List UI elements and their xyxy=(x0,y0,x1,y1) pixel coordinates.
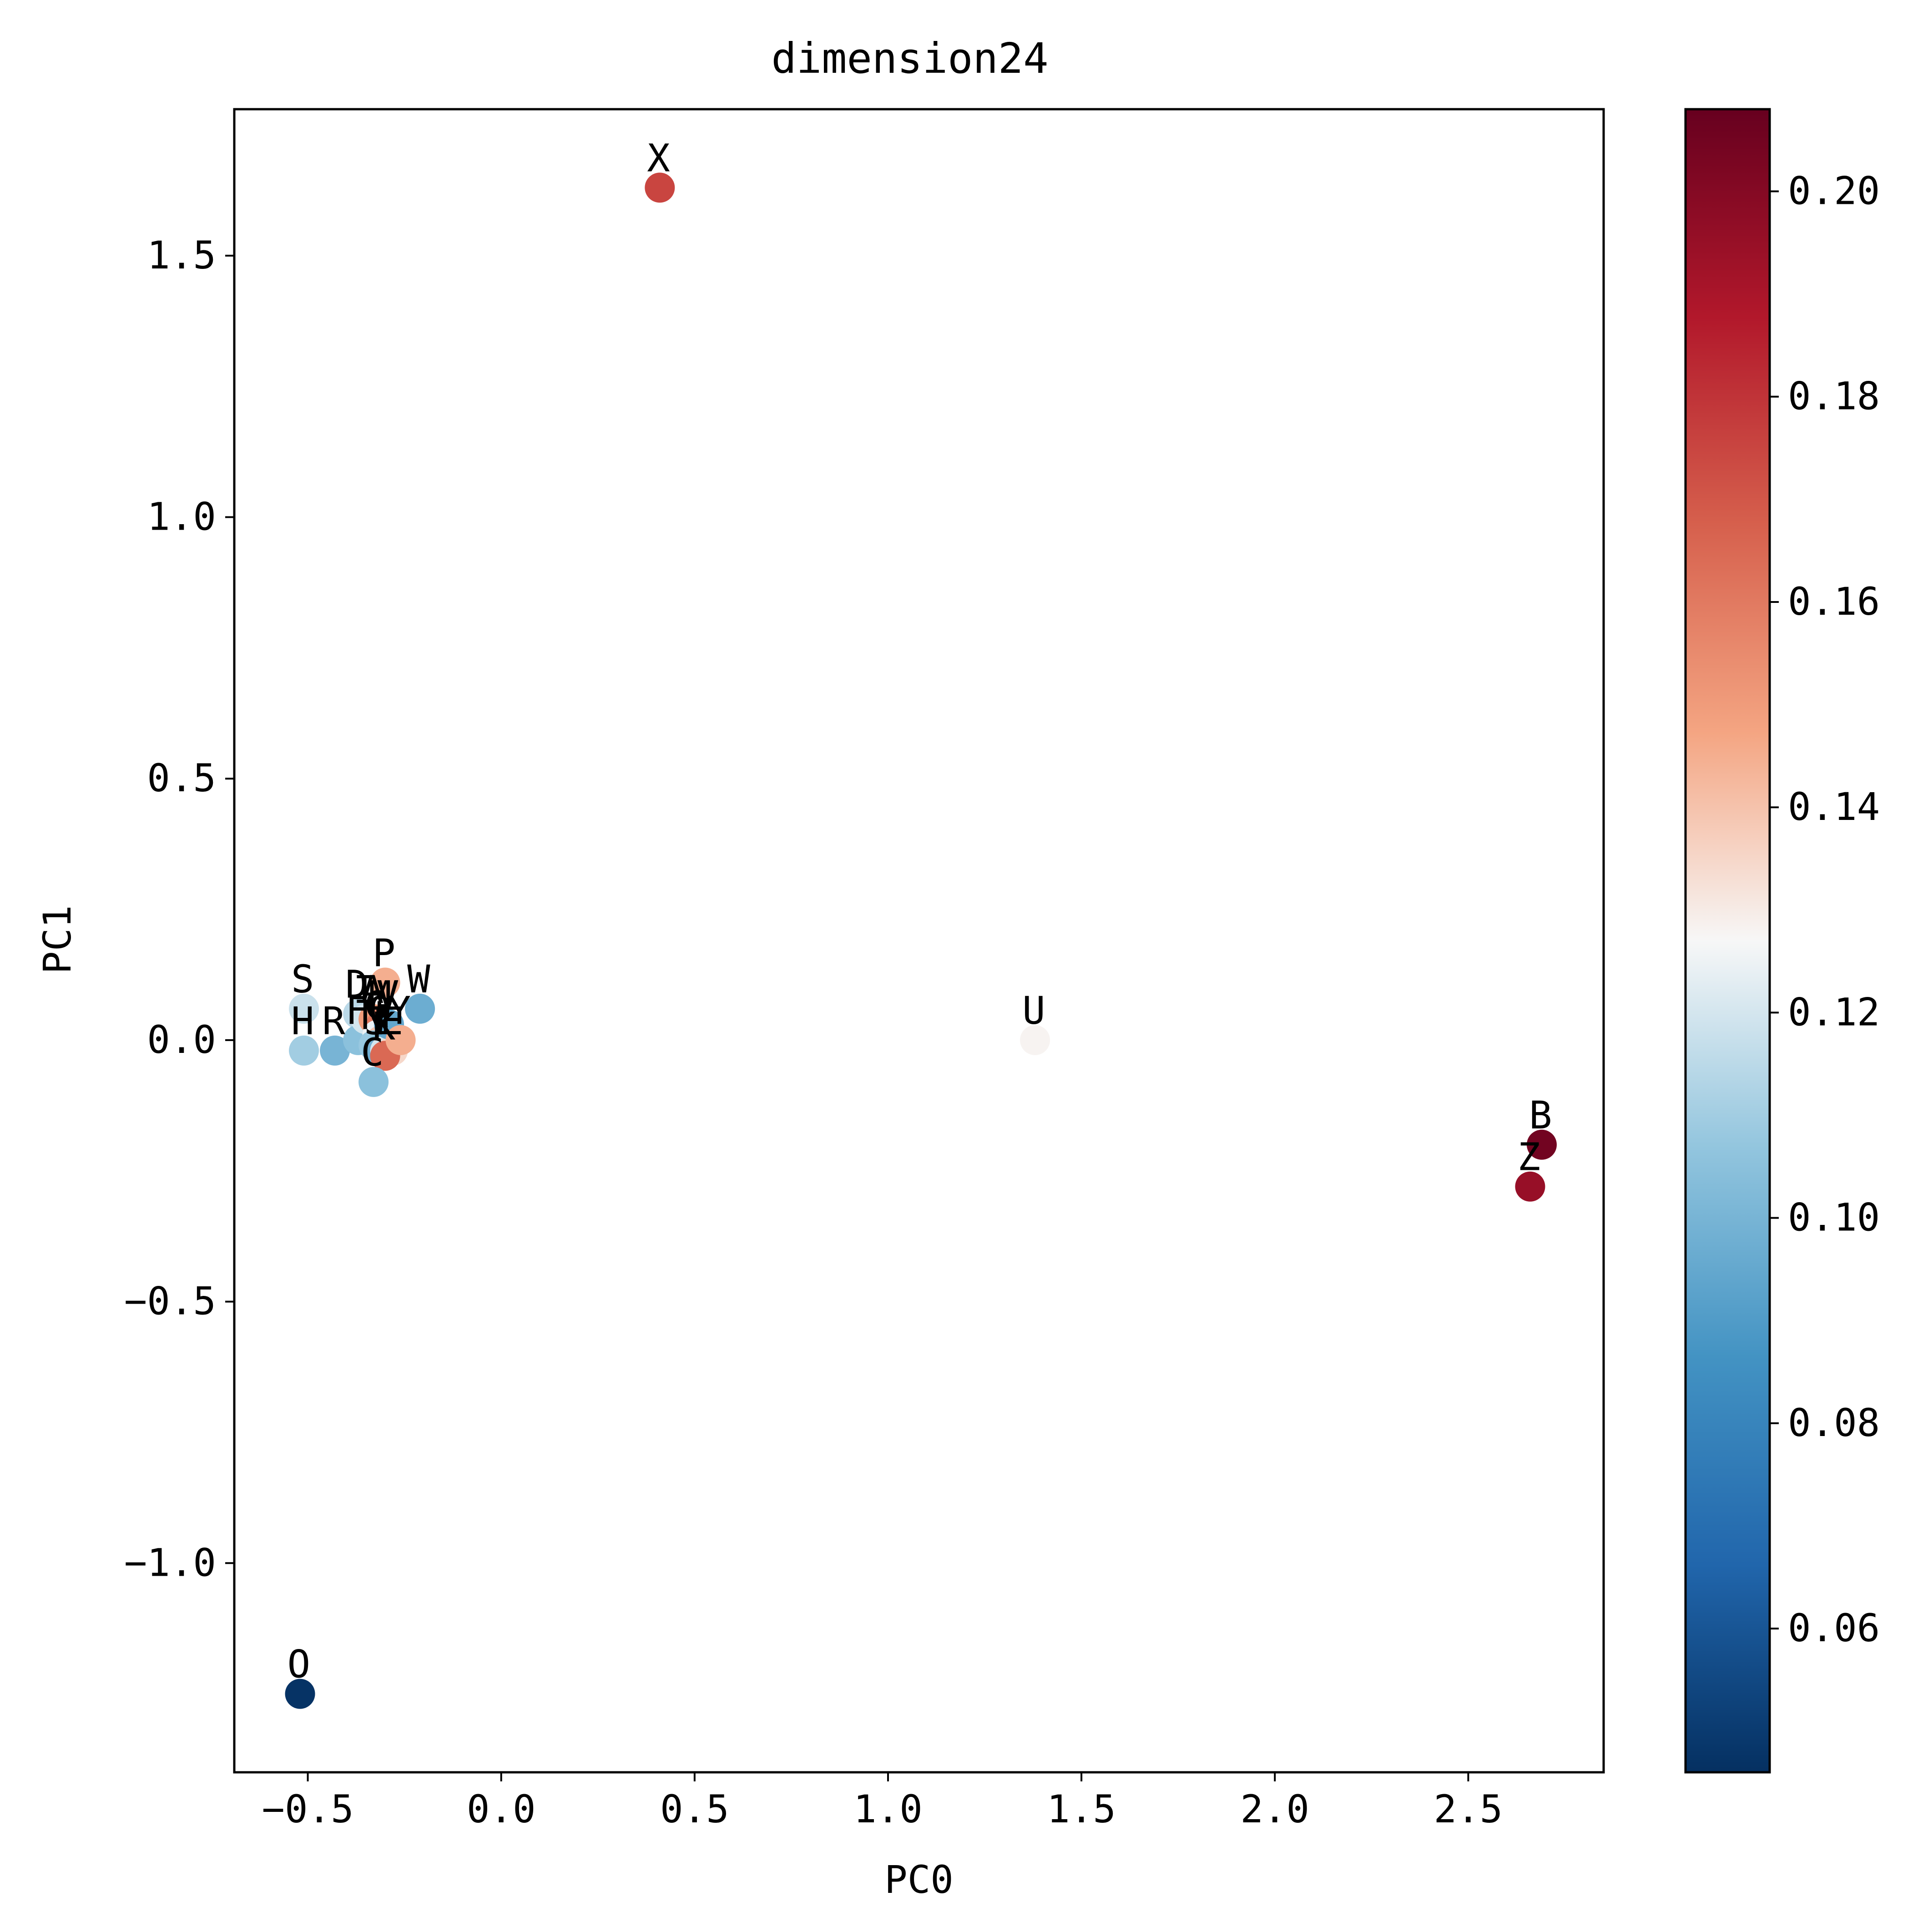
point-label: O xyxy=(288,1642,311,1687)
data-point xyxy=(385,1025,416,1055)
data-point xyxy=(289,993,319,1024)
point-label: G xyxy=(365,983,388,1027)
point-label: S xyxy=(291,957,314,1001)
points-layer xyxy=(285,172,1557,1709)
data-point xyxy=(405,993,435,1024)
point-label: W xyxy=(407,957,430,1001)
point-label: Q xyxy=(368,988,392,1033)
point-label: K xyxy=(373,1004,396,1048)
colorbar-tick-label: 0.20 xyxy=(1788,168,1880,213)
point-label: R xyxy=(322,999,345,1043)
colorbar-tick-label: 0.08 xyxy=(1788,1401,1880,1445)
y-tick-label: 0.5 xyxy=(147,756,216,800)
x-tick-label: 1.5 xyxy=(1047,1787,1116,1831)
y-axis-label: PC1 xyxy=(35,905,80,974)
x-tick-label: 2.0 xyxy=(1240,1787,1309,1831)
colorbar-tick-label: 0.06 xyxy=(1788,1606,1880,1650)
y-tick-label: −0.5 xyxy=(124,1279,216,1324)
data-point xyxy=(289,1035,319,1066)
data-point xyxy=(1020,1025,1050,1055)
data-point xyxy=(645,172,675,203)
point-label: C xyxy=(361,1030,384,1075)
colorbar-tick-label: 0.12 xyxy=(1788,990,1880,1034)
point-label: J xyxy=(365,999,388,1043)
point-label: U xyxy=(1022,988,1045,1033)
point-label: M xyxy=(368,972,392,1017)
colorbar-tick-label: 0.16 xyxy=(1788,579,1880,624)
point-label: D xyxy=(345,962,368,1006)
y-tick-label: −1.0 xyxy=(124,1540,216,1585)
y-tick-label: 0.0 xyxy=(147,1017,216,1062)
data-point xyxy=(358,1067,389,1097)
x-tick-label: 0.5 xyxy=(660,1787,729,1831)
point-label: I xyxy=(353,967,376,1012)
colorbar-tick-label: 0.18 xyxy=(1788,374,1880,419)
y-tick-label: 1.5 xyxy=(147,233,216,278)
point-label: Z xyxy=(1517,1135,1540,1179)
point-label: E xyxy=(380,999,404,1043)
point-label: X xyxy=(647,136,670,180)
data-point xyxy=(370,967,400,998)
x-tick-label: −0.5 xyxy=(262,1787,353,1831)
y-tick-label: 1.0 xyxy=(147,495,216,539)
x-tick-label: 0.0 xyxy=(467,1787,536,1831)
data-point xyxy=(1515,1171,1545,1202)
point-label: A xyxy=(361,967,384,1012)
point-label: L xyxy=(373,999,396,1043)
x-axis: −0.5 0.0 0.5 1.0 1.5 2.0 2.5 xyxy=(262,1772,1503,1831)
x-tick-label: 1.0 xyxy=(853,1787,923,1831)
chart-title: dimension24 xyxy=(771,34,1048,83)
point-label: F xyxy=(345,988,368,1033)
y-axis: −1.0 −0.5 0.0 0.5 1.0 1.5 xyxy=(124,233,234,1585)
colorbar-ticks: 0.06 0.08 0.10 0.12 0.14 0.16 0.18 0.20 xyxy=(1770,168,1880,1650)
point-label: V xyxy=(376,972,399,1017)
point-label: B xyxy=(1529,1093,1552,1138)
data-point xyxy=(320,1035,350,1066)
x-tick-label: 2.5 xyxy=(1434,1787,1503,1831)
data-point xyxy=(285,1679,315,1709)
plot-frame xyxy=(233,108,1605,1774)
colorbar-tick-label: 0.10 xyxy=(1788,1195,1880,1240)
x-axis-label: PC0 xyxy=(884,1857,954,1902)
point-label: Y xyxy=(388,988,411,1033)
point-label: P xyxy=(373,931,396,975)
point-label: T xyxy=(368,999,392,1043)
data-point xyxy=(1526,1129,1557,1160)
point-label: H xyxy=(291,999,314,1043)
colorbar-tick-label: 0.14 xyxy=(1788,784,1880,829)
point-label: N xyxy=(361,993,384,1038)
colorbar xyxy=(1684,108,1771,1774)
